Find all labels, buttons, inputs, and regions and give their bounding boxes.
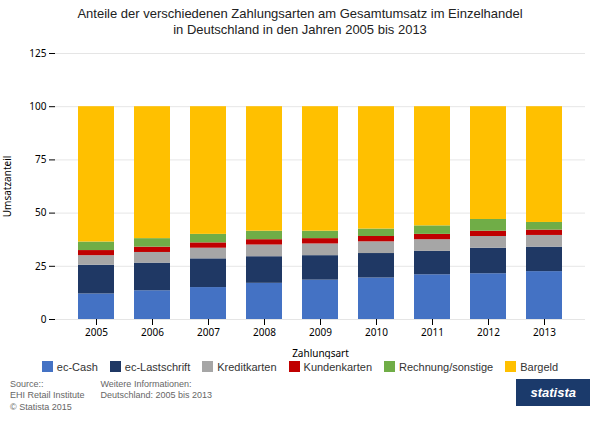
- html-text:Kundenkarten: Kundenkarten: [303, 360, 372, 373]
- svg-text:2005: 2005: [85, 324, 108, 338]
- html-text:Bargeld: Bargeld: [520, 360, 559, 373]
- svg-text:Zahlungsart: Zahlungsart: [292, 345, 349, 359]
- svg-text:2011: 2011: [421, 324, 444, 338]
- svg-text:2010: 2010: [365, 324, 388, 338]
- svg-text:2013: 2013: [533, 324, 556, 338]
- html-text:Source:: EHI Retail Institute: Source:: EHI Retail Institute © Statista…: [10, 378, 85, 412]
- svg-text:2009: 2009: [309, 324, 332, 338]
- html-text:Rechnung/sonstige: Rechnung/sonstige: [399, 360, 494, 373]
- html-text:Weitere Informationen: Deutsch: Weitere Informationen: Deutschland: 2005…: [100, 378, 213, 401]
- html-text:Anteile der verschiedenen Zahl: Anteile der verschiedenen Zahlungsarten …: [77, 6, 523, 38]
- html-text:ec-Lastschrift: ec-Lastschrift: [124, 360, 191, 373]
- html-text:Kreditkarten: Kreditkarten: [217, 360, 277, 373]
- svg-text:2008: 2008: [253, 324, 276, 338]
- svg-text:2012: 2012: [477, 324, 500, 338]
- svg-text:125: 125: [29, 45, 46, 59]
- html-text:ec-Cash: ec-Cash: [56, 360, 98, 373]
- svg-text:Umsatzanteil: Umsatzanteil: [0, 155, 14, 217]
- svg-text:100: 100: [29, 98, 46, 112]
- html-text:statista: statista: [530, 384, 576, 400]
- svg-text:75: 75: [35, 152, 47, 166]
- svg-text:0: 0: [41, 311, 47, 325]
- svg-text:2007: 2007: [197, 324, 220, 338]
- svg-text:2006: 2006: [141, 324, 164, 338]
- svg-text:50: 50: [35, 205, 47, 219]
- svg-text:25: 25: [35, 258, 47, 272]
